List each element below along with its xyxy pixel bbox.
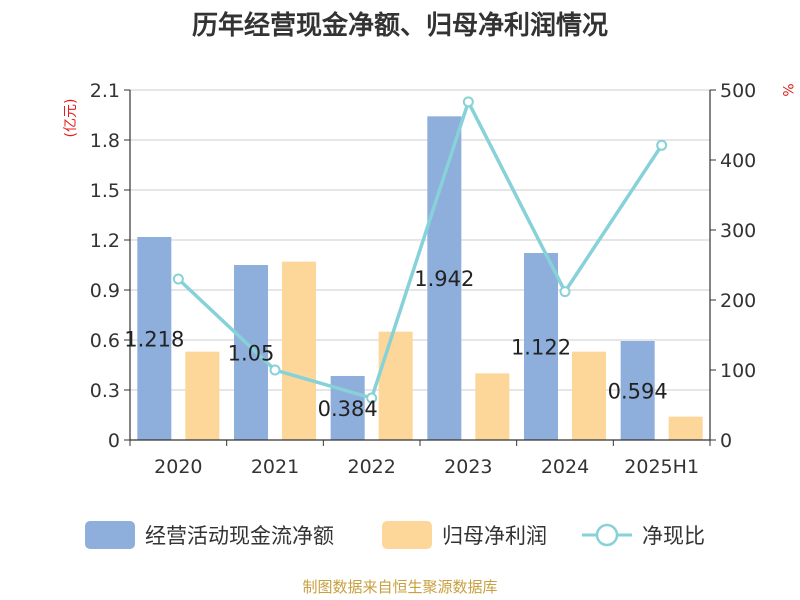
ratio-point-2025H1 [656, 139, 668, 151]
right-tick-label: 200 [720, 290, 756, 312]
left-axis-ticks: 0 0.3 0.6 0.9 1.2 1.5 1.8 2.1 [90, 80, 130, 452]
ratio-point-2022 [366, 392, 378, 404]
profit-bar-2024 [572, 351, 606, 440]
right-tick-label: 300 [720, 220, 756, 242]
cashflow-bar-2025H1 [620, 341, 655, 440]
cashflow-bar-2021 [234, 265, 268, 440]
right-tick-label: 400 [720, 150, 756, 172]
legend-swatch [382, 521, 432, 549]
x-tick-label: 2020 [154, 456, 202, 478]
ratio-line [172, 96, 668, 404]
left-tick-label: 1.5 [90, 180, 120, 202]
x-tick-label: 2024 [541, 456, 589, 478]
cashflow-label-2021: 1.05 [228, 342, 275, 366]
right-tick-label: 0 [720, 430, 732, 452]
x-tick-label: 2023 [444, 456, 492, 478]
left-tick-label: 1.2 [90, 230, 120, 252]
left-tick-label: 0.6 [90, 330, 120, 352]
legend-marker [595, 523, 619, 547]
profit-bar-2022 [378, 331, 413, 440]
profit-bar-2021 [282, 261, 316, 440]
cashflow-label-2024: 1.122 [511, 336, 571, 360]
profit-bar-2025H1 [668, 416, 703, 440]
chart-title: 历年经营现金净额、归母净利润情况 [192, 10, 608, 41]
cashflow-bar-2024 [524, 253, 558, 440]
ratio-point-2024 [559, 286, 571, 298]
cashflow-label-2022: 0.384 [318, 397, 378, 421]
ratio-point-2021 [269, 364, 281, 376]
x-tick-label: 2025H1 [624, 456, 699, 478]
legend-label-cashflow: 经营活动现金流净额 [145, 524, 334, 548]
right-axis-ticks: 0 100 200 300 400 500 [710, 80, 756, 452]
x-tick-label: 2021 [251, 456, 299, 478]
left-tick-label: 1.8 [90, 130, 120, 152]
x-axis-ticks: 2020 2021 2022 2023 2024 2025H1 [129, 440, 711, 478]
bars [137, 116, 703, 440]
cashflow-label-2023: 1.942 [414, 267, 474, 291]
legend-label-ratio: 净现比 [642, 524, 705, 548]
legend-label-profit: 归母净利润 [442, 524, 547, 548]
right-axis-unit: % [779, 83, 795, 96]
ratio-point-2023 [462, 96, 474, 108]
cashflow-label-2025H1: 0.594 [608, 380, 668, 404]
source-note: 制图数据来自恒生聚源数据库 [302, 578, 497, 596]
left-tick-label: 0.9 [90, 280, 120, 302]
profit-bar-2023 [475, 373, 510, 440]
left-tick-label: 0.3 [90, 380, 120, 402]
profit-bar-2020 [185, 351, 220, 440]
cashflow-label-2020: 1.218 [124, 328, 184, 352]
left-tick-label: 0 [108, 430, 120, 452]
ratio-line-path [177, 97, 664, 401]
left-axis-unit: (亿元) [63, 99, 79, 138]
x-tick-label: 2022 [347, 456, 395, 478]
grid-lines [130, 89, 710, 391]
ratio-point-2020 [172, 273, 184, 285]
legend-swatch [85, 521, 135, 549]
cashflow-bar-2020 [137, 237, 172, 440]
left-tick-label: 2.1 [90, 80, 120, 102]
right-tick-label: 100 [720, 360, 756, 382]
legend[interactable]: 经营活动现金流净额 归母净利润 净现比 [85, 521, 705, 549]
right-tick-label: 500 [720, 80, 756, 102]
data-labels: 1.218 1.05 0.384 1.942 1.122 0.594 [124, 267, 667, 421]
